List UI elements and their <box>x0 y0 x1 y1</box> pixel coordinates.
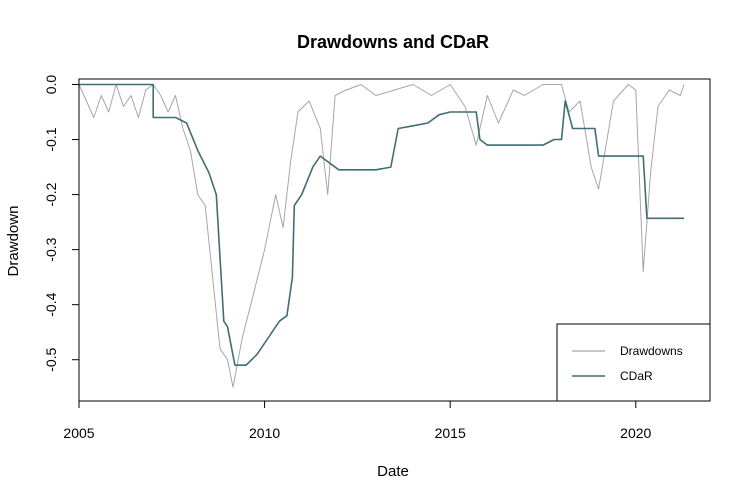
y-tick-label: -0.1 <box>43 127 59 151</box>
chart-title: Drawdowns and CDaR <box>297 32 489 52</box>
series-line-cdar <box>79 83 684 367</box>
x-tick-label: 2005 <box>63 425 94 441</box>
y-tick-label: -0.2 <box>43 182 59 206</box>
x-tick-label: 2020 <box>620 425 651 441</box>
y-tick-label: -0.3 <box>43 237 59 261</box>
x-tick-label: 2010 <box>249 425 280 441</box>
y-tick-label: 0.0 <box>43 75 59 95</box>
series-layer <box>78 83 685 388</box>
legend: Drawdowns CDaR <box>556 323 711 402</box>
axis-layer: 2005 2010 2015 2020 0.0 -0.1 -0.2 -0.3 -0.4 -0.5 <box>43 75 652 441</box>
y-axis-label: Drawdown <box>5 206 22 277</box>
x-tick-label: 2015 <box>435 425 466 441</box>
y-tick-label: -0.4 <box>43 292 59 316</box>
legend-label-drawdowns: Drawdowns <box>620 344 683 358</box>
legend-box <box>556 323 711 402</box>
x-axis-label: Date <box>377 463 409 480</box>
y-tick-label: -0.5 <box>43 347 59 371</box>
legend-label-cdar: CDaR <box>620 369 653 383</box>
